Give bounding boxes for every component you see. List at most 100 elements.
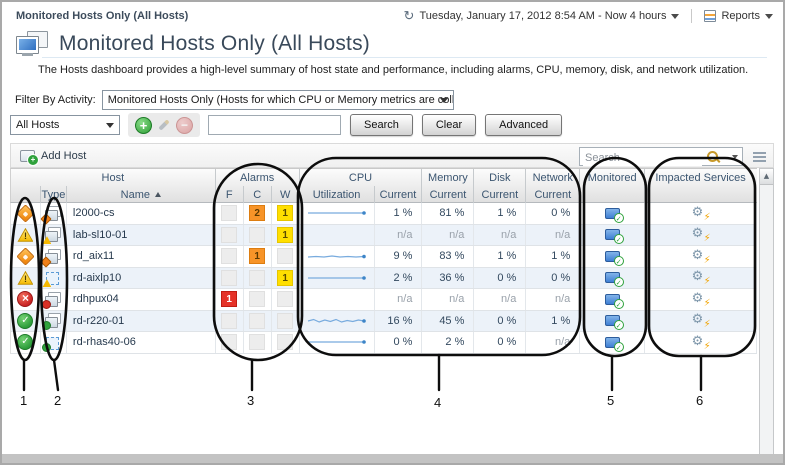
column-header-impacted-services[interactable]: Impacted Services <box>655 171 746 184</box>
time-range[interactable]: Tuesday, January 17, 2012 8:54 AM - Now … <box>419 10 667 22</box>
reports-menu[interactable]: Reports <box>721 10 760 22</box>
host-name[interactable]: rd-r220-01 <box>67 310 216 331</box>
callout-number-6: 6 <box>696 393 704 408</box>
alarm-fatal-cell[interactable]: 1 <box>216 289 244 310</box>
breadcrumb[interactable]: Monitored Hosts Only (All Hosts) <box>16 10 189 22</box>
alarm-critical-cell[interactable] <box>244 310 272 331</box>
host-scope-select[interactable]: All Hosts <box>10 115 120 135</box>
host-name[interactable]: rdhpux04 <box>67 289 216 310</box>
impacted-services-icon[interactable] <box>692 334 711 352</box>
search-icon[interactable] <box>707 151 718 162</box>
alarm-warning-cell[interactable] <box>272 289 300 310</box>
alarm-critical-cell[interactable] <box>244 289 272 310</box>
column-header-memory-current[interactable]: Current <box>422 186 475 204</box>
cpu-utilization-sparkline <box>300 246 375 267</box>
alarm-warning-cell[interactable]: 1 <box>272 267 300 288</box>
column-group-cpu[interactable]: CPU <box>300 169 423 186</box>
impacted-services-icon[interactable] <box>692 205 711 223</box>
alarm-critical-cell[interactable] <box>244 332 272 353</box>
table-row[interactable]: rd-rhas40-06 0 % 2 % 0 % n/a <box>11 332 758 354</box>
alarm-fatal-cell[interactable] <box>216 246 244 267</box>
title-row: Monitored Hosts Only (All Hosts) <box>16 29 370 59</box>
search-button[interactable]: Search <box>350 114 413 136</box>
host-scope-value: All Hosts <box>16 119 60 131</box>
scroll-up-icon[interactable]: ▲ <box>760 169 773 185</box>
column-header-cpu-utilization[interactable]: Utilization <box>300 186 375 204</box>
monitored-icon[interactable] <box>604 207 624 223</box>
cpu-utilization-sparkline <box>300 310 375 331</box>
alarm-fatal-cell[interactable] <box>216 203 244 224</box>
column-group-alarms[interactable]: Alarms <box>216 169 300 186</box>
column-header-fatal[interactable]: F <box>216 186 244 204</box>
alarm-critical-cell[interactable] <box>244 224 272 245</box>
grid-options-icon[interactable] <box>753 152 766 154</box>
monitored-icon[interactable] <box>604 250 624 266</box>
vertical-scrollbar[interactable]: ▲ <box>759 168 774 456</box>
table-row[interactable]: lab-sl10-01 1 n/a n/a n/a n/a <box>11 224 758 246</box>
column-header-critical[interactable]: C <box>244 186 272 204</box>
column-group-memory[interactable]: Memory <box>422 169 475 186</box>
impacted-services-icon[interactable] <box>692 226 711 244</box>
impacted-services-icon[interactable] <box>692 248 711 266</box>
alarm-warning-cell[interactable]: 1 <box>272 224 300 245</box>
column-header-name[interactable]: Name <box>67 186 216 204</box>
monitored-icon[interactable] <box>604 293 624 309</box>
table-row[interactable]: rd_aix11 1 9 % 83 % 1 % 1 % <box>11 246 758 268</box>
disk-current-value: n/a <box>474 289 527 310</box>
table-row[interactable]: l2000-cs 2 1 1 % 81 % 1 % 0 % <box>11 203 758 225</box>
table-row[interactable]: rdhpux04 1 n/a n/a n/a n/a <box>11 289 758 311</box>
alarm-critical-cell[interactable]: 1 <box>244 246 272 267</box>
alarm-critical-cell[interactable] <box>244 267 272 288</box>
search-options-chevron-icon[interactable] <box>732 155 738 162</box>
time-range-chevron-down-icon[interactable] <box>671 13 680 23</box>
clear-button[interactable]: Clear <box>421 114 477 136</box>
add-scope-button[interactable] <box>135 116 152 134</box>
host-name[interactable]: rd-rhas40-06 <box>67 332 216 353</box>
monitored-icon[interactable] <box>604 315 624 331</box>
reports-icon <box>704 10 717 22</box>
column-group-disk[interactable]: Disk <box>474 169 527 186</box>
column-header-disk-current[interactable]: Current <box>474 186 527 204</box>
activity-filter-select[interactable]: Monitored Hosts Only (Hosts for which CP… <box>101 90 454 110</box>
impacted-services-icon[interactable] <box>692 291 711 309</box>
monitored-icon[interactable] <box>604 272 624 288</box>
cpu-utilization-sparkline <box>300 267 375 288</box>
network-current-value: n/a <box>526 224 581 245</box>
column-header-cpu-current[interactable]: Current <box>375 186 423 204</box>
host-name[interactable]: rd-aixlp10 <box>67 267 216 288</box>
alarm-warning-cell[interactable] <box>272 246 300 267</box>
column-header-network-current[interactable]: Current <box>526 186 581 204</box>
reports-chevron-down-icon[interactable] <box>765 13 773 23</box>
host-search-input[interactable] <box>208 115 341 135</box>
alarm-warning-cell[interactable]: 1 <box>272 203 300 224</box>
host-name[interactable]: l2000-cs <box>67 203 216 224</box>
monitored-icon[interactable] <box>604 229 624 245</box>
column-header-monitored[interactable]: Monitored <box>580 169 646 186</box>
network-current-value: n/a <box>526 332 581 353</box>
alarm-critical-cell[interactable]: 2 <box>244 203 272 224</box>
host-type-icon <box>42 313 62 331</box>
network-current-value: 1 % <box>526 246 581 267</box>
host-name[interactable]: lab-sl10-01 <box>67 224 216 245</box>
table-search-input[interactable] <box>583 149 702 166</box>
monitored-icon[interactable] <box>604 336 624 352</box>
table-row[interactable]: rd-aixlp10 1 2 % 36 % 0 % 0 % <box>11 267 758 289</box>
network-current-value: 1 % <box>526 310 581 331</box>
table-row[interactable]: rd-r220-01 16 % 45 % 0 % 1 % <box>11 310 758 332</box>
advanced-button[interactable]: Advanced <box>485 114 563 136</box>
add-host-button[interactable]: Add Host <box>20 149 86 166</box>
impacted-services-icon[interactable] <box>692 269 711 287</box>
column-header-type[interactable]: Type <box>41 186 67 204</box>
window-bottom-edge <box>2 454 783 463</box>
impacted-services-icon[interactable] <box>692 312 711 330</box>
alarm-fatal-cell[interactable] <box>216 332 244 353</box>
column-group-host[interactable]: Host <box>11 169 216 186</box>
alarm-warning-cell[interactable] <box>272 332 300 353</box>
host-name[interactable]: rd_aix11 <box>67 246 216 267</box>
alarm-warning-cell[interactable] <box>272 310 300 331</box>
alarm-fatal-cell[interactable] <box>216 267 244 288</box>
column-header-warning[interactable]: W <box>272 186 300 204</box>
alarm-fatal-cell[interactable] <box>216 224 244 245</box>
column-group-network[interactable]: Network <box>526 169 581 186</box>
alarm-fatal-cell[interactable] <box>216 310 244 331</box>
